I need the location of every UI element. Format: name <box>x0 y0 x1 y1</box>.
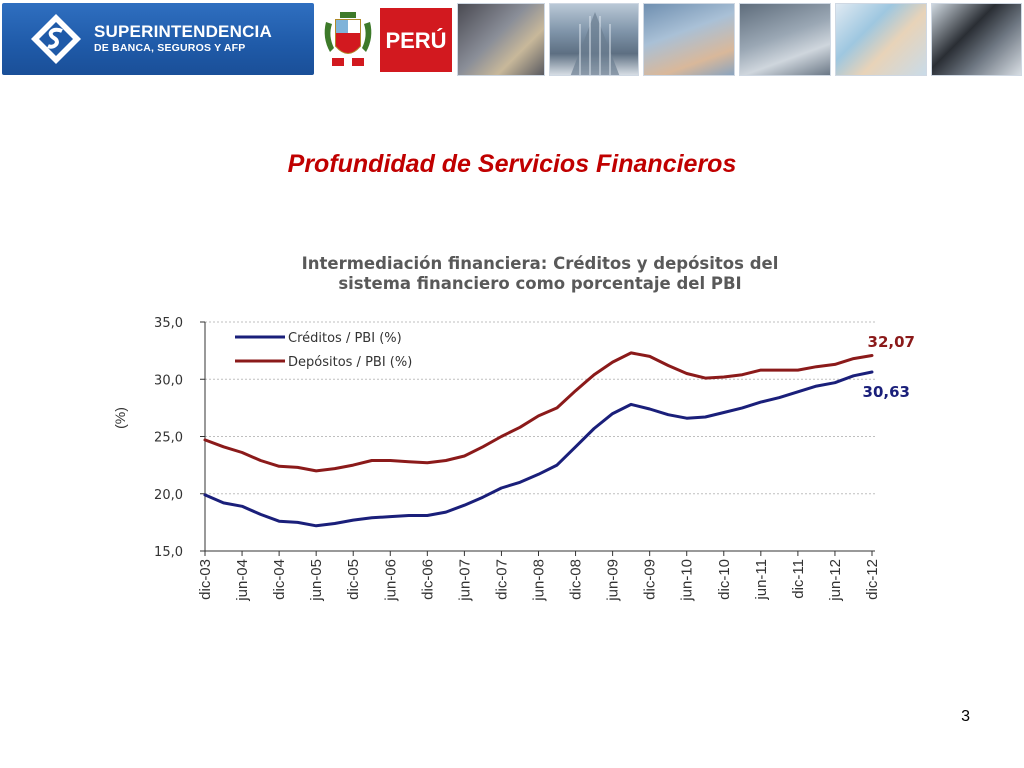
building-icon <box>570 12 620 75</box>
peru-crest-icon <box>324 12 372 66</box>
building-photo <box>549 3 639 76</box>
y-tick-label: 35,0 <box>154 316 183 331</box>
header-banner: SUPERINTENDENCIA DE BANCA, SEGUROS Y AFP… <box>0 0 1024 78</box>
x-tick-label: jun-09 <box>605 559 622 602</box>
y-tick-label: 20,0 <box>154 488 183 503</box>
end-label-depositos: 32,07 <box>868 333 915 351</box>
x-tick-label: jun-11 <box>753 559 770 601</box>
chart-title: Intermediación financiera: Créditos y de… <box>180 254 900 294</box>
legend-label: Depósitos / PBI (%) <box>288 355 412 370</box>
org-name-line1: SUPERINTENDENCIA <box>94 22 272 41</box>
y-axis-label: (%) <box>112 407 128 429</box>
x-tick-label: dic-05 <box>345 559 362 600</box>
y-tick-label: 25,0 <box>154 431 183 446</box>
x-tick-label: jun-08 <box>531 559 548 602</box>
x-tick-label: dic-09 <box>642 559 659 600</box>
cards-photo <box>457 3 545 76</box>
x-tick-label: jun-04 <box>234 559 251 602</box>
x-tick-label: dic-12 <box>864 559 881 600</box>
series-line-depositos <box>203 351 874 473</box>
end-label-creditos: 30,63 <box>863 383 910 401</box>
peru-brand-box: PERÚ <box>380 8 452 72</box>
x-tick-label: jun-06 <box>382 559 399 602</box>
series-line-creditos <box>203 370 874 528</box>
x-tick-label: dic-04 <box>271 559 288 600</box>
x-tick-label: dic-10 <box>716 559 733 600</box>
country-label: PERÚ <box>385 28 447 53</box>
keyboard-photo <box>643 3 735 76</box>
documents-photo <box>835 3 927 76</box>
chart-title-line2: sistema financiero como porcentaje del P… <box>338 274 742 293</box>
atm-photo <box>739 3 831 76</box>
org-name-line2: DE BANCA, SEGUROS Y AFP <box>94 42 246 54</box>
page-number: 3 <box>961 708 970 725</box>
x-tick-label: dic-07 <box>493 559 510 600</box>
sbs-diamond-icon <box>31 14 81 64</box>
chart-title-line1: Intermediación financiera: Créditos y de… <box>301 254 779 273</box>
pos-terminal-photo <box>931 3 1022 76</box>
x-tick-label: dic-11 <box>790 559 807 599</box>
x-tick-label: dic-06 <box>419 559 436 600</box>
x-tick-label: dic-03 <box>197 559 214 600</box>
y-tick-label: 15,0 <box>154 545 183 560</box>
legend-label: Créditos / PBI (%) <box>288 331 402 346</box>
slide-title: Profundidad de Servicios Financieros <box>287 150 737 178</box>
x-tick-label: jun-12 <box>827 559 844 602</box>
x-tick-label: jun-10 <box>679 559 696 602</box>
x-tick-label: dic-08 <box>568 559 585 600</box>
x-tick-label: jun-05 <box>308 559 325 602</box>
x-tick-label: jun-07 <box>456 559 473 602</box>
y-tick-label: 30,0 <box>154 373 183 388</box>
sbs-logo: SUPERINTENDENCIA DE BANCA, SEGUROS Y AFP <box>2 3 314 75</box>
